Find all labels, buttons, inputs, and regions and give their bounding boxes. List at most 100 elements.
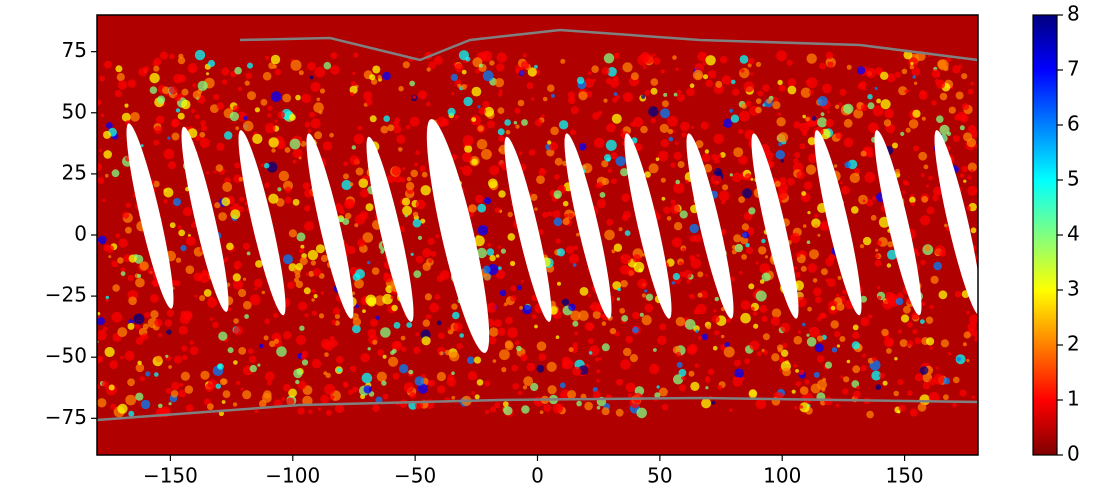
texture	[459, 166, 463, 170]
texture	[673, 92, 678, 97]
texture	[100, 113, 105, 117]
texture	[382, 71, 391, 81]
texture	[867, 94, 873, 100]
texture	[819, 221, 830, 231]
texture	[961, 165, 968, 173]
texture	[584, 78, 595, 88]
texture	[962, 342, 967, 347]
texture	[928, 378, 936, 386]
texture	[105, 295, 110, 300]
texture	[352, 71, 356, 76]
texture	[547, 84, 555, 92]
texture	[474, 235, 485, 247]
texture	[578, 143, 587, 151]
texture	[801, 191, 807, 196]
texture	[673, 182, 685, 194]
texture	[738, 196, 745, 204]
texture	[742, 188, 753, 199]
texture	[162, 86, 170, 95]
texture	[797, 330, 801, 334]
x-tick-label: 0	[531, 464, 544, 488]
texture	[298, 156, 302, 160]
texture	[286, 397, 295, 406]
texture	[903, 50, 913, 60]
texture	[415, 332, 420, 336]
texture	[267, 113, 272, 118]
y-tick-label: 0	[74, 222, 87, 246]
texture	[547, 385, 557, 395]
texture	[705, 55, 716, 66]
texture	[135, 337, 144, 345]
texture	[436, 116, 447, 127]
texture	[436, 274, 444, 283]
texture	[650, 118, 656, 124]
texture	[813, 287, 822, 297]
texture	[567, 91, 575, 99]
texture	[355, 269, 365, 279]
texture	[471, 86, 482, 97]
texture	[676, 93, 685, 102]
texture	[269, 340, 276, 347]
texture	[743, 81, 755, 93]
texture	[870, 214, 877, 221]
texture	[547, 140, 552, 145]
texture	[400, 177, 406, 183]
texture	[554, 174, 560, 180]
texture	[212, 321, 219, 329]
texture	[755, 290, 767, 302]
texture	[653, 348, 657, 352]
texture	[267, 105, 273, 111]
texture	[793, 363, 798, 368]
texture	[875, 248, 879, 252]
texture	[550, 126, 559, 136]
texture	[876, 240, 882, 246]
texture	[326, 409, 332, 416]
texture	[154, 318, 163, 328]
texture	[494, 402, 501, 409]
texture	[315, 244, 325, 254]
texture	[625, 335, 633, 344]
texture	[272, 64, 277, 69]
texture	[260, 163, 265, 168]
texture	[224, 177, 231, 184]
y-tick-label: −50	[45, 344, 87, 368]
texture	[932, 194, 939, 202]
texture	[717, 384, 723, 390]
texture	[836, 344, 841, 348]
texture	[572, 366, 582, 376]
texture	[462, 135, 474, 146]
texture	[272, 312, 279, 318]
texture	[414, 376, 425, 386]
texture	[141, 333, 149, 341]
texture	[185, 404, 194, 412]
texture	[390, 295, 395, 300]
texture	[835, 132, 843, 140]
texture	[711, 400, 716, 405]
texture	[382, 393, 389, 400]
swath-gap	[504, 136, 552, 322]
texture	[809, 249, 819, 260]
texture	[304, 313, 309, 318]
texture	[867, 102, 875, 110]
texture	[210, 104, 219, 113]
texture	[109, 360, 118, 369]
texture	[224, 131, 233, 140]
texture	[804, 379, 810, 385]
texture	[494, 78, 505, 88]
texture	[555, 238, 561, 244]
texture	[271, 332, 282, 342]
texture	[277, 111, 285, 119]
swath-gap	[751, 133, 799, 319]
texture	[307, 129, 312, 133]
texture	[825, 257, 834, 267]
texture	[538, 168, 547, 177]
texture	[720, 334, 725, 339]
texture	[507, 327, 518, 339]
texture	[499, 349, 510, 361]
texture	[199, 131, 206, 138]
texture	[755, 261, 759, 265]
texture	[627, 393, 633, 398]
texture	[174, 355, 183, 364]
texture	[641, 94, 646, 99]
texture	[417, 235, 423, 240]
